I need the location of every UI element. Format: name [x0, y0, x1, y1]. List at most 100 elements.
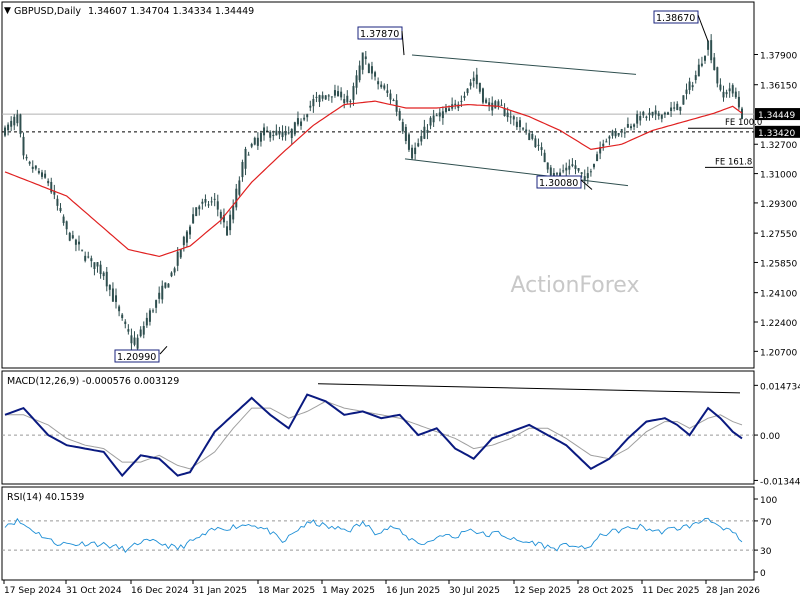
candle-body	[108, 284, 111, 290]
candle-body	[185, 231, 188, 243]
candle-body	[229, 214, 232, 231]
y-tick-label: 1.29300	[760, 200, 797, 210]
candle-body	[531, 133, 534, 139]
candle-body	[355, 75, 358, 88]
candle-body	[596, 154, 599, 162]
annotation-connector	[580, 179, 593, 190]
candle-body	[93, 262, 96, 269]
y-tick-label: 1.24100	[760, 290, 797, 300]
candle-body	[105, 271, 108, 287]
candle-body	[204, 198, 207, 203]
candle-body	[281, 131, 284, 138]
candle-body	[583, 176, 586, 180]
rsi-y-tick-label: 70	[760, 518, 772, 528]
candle-body	[158, 292, 161, 299]
macd-y-tick-label: 0.014734	[760, 382, 800, 392]
candle-body	[198, 206, 201, 210]
candle-body	[444, 107, 447, 112]
candle-body	[115, 295, 118, 302]
candle-body	[485, 99, 488, 103]
candle-body	[127, 329, 130, 332]
candle-body	[222, 215, 225, 223]
candle-body	[660, 114, 663, 119]
candle-body	[580, 172, 583, 174]
candle-body	[318, 95, 321, 102]
symbol-label: GBPUSD,Daily	[14, 6, 81, 17]
candle-body	[383, 85, 386, 89]
candle-body	[710, 40, 713, 61]
candle-body	[315, 96, 318, 98]
candle-body	[195, 207, 198, 217]
candle-body	[617, 133, 620, 136]
candle-body	[213, 198, 216, 200]
candle-body	[16, 114, 19, 124]
y-tick-label: 1.31000	[760, 171, 797, 181]
candle-body	[559, 172, 562, 176]
candle-body	[303, 117, 306, 120]
candle-body	[47, 180, 50, 184]
candle-body	[7, 124, 10, 131]
candle-body	[201, 201, 204, 204]
candle-body	[414, 147, 417, 155]
candle-body	[41, 172, 44, 177]
candle-body	[133, 337, 136, 345]
candle-body	[404, 126, 407, 142]
chart-collapse-icon[interactable]: ▼	[4, 6, 11, 16]
candle-body	[407, 134, 410, 150]
candle-body	[62, 216, 65, 224]
candle-body	[469, 82, 472, 86]
x-tick-label: 18 Mar 2025	[258, 586, 315, 596]
candle-body	[494, 101, 497, 109]
candle-body	[497, 101, 500, 107]
candle-body	[602, 143, 605, 147]
candle-body	[457, 104, 460, 109]
candle-body	[74, 239, 77, 245]
candle-body	[475, 74, 478, 85]
candle-body	[651, 111, 654, 116]
candle-body	[676, 103, 679, 111]
price-plot: 1.20990 1.37870 1.30080 1.38670 FE 100.0 FE 1…	[2, 10, 762, 363]
candle-body	[111, 288, 114, 302]
candle-body	[346, 95, 349, 103]
candle-body	[56, 198, 59, 206]
candle-body	[438, 112, 441, 117]
candle-body	[306, 114, 309, 118]
candle-body	[84, 255, 87, 261]
candle-body	[645, 116, 648, 118]
candle-body	[358, 65, 361, 81]
macd-trendline	[317, 383, 741, 394]
candle-body	[642, 111, 645, 116]
candle-body	[525, 129, 528, 131]
candle-body	[155, 300, 158, 308]
x-tick-label: 16 Dec 2024	[131, 586, 189, 596]
candle-body	[139, 329, 142, 337]
annotation-connector	[401, 30, 405, 56]
candle-body	[562, 170, 565, 172]
candle-body	[512, 116, 515, 120]
candle-body	[337, 91, 340, 97]
candle-body	[432, 115, 435, 123]
candle-body	[244, 148, 247, 169]
x-tick-label: 11 Dec 2025	[642, 586, 700, 596]
candle-body	[37, 170, 40, 174]
candle-body	[688, 81, 691, 90]
candle-body	[633, 124, 636, 127]
candle-body	[448, 108, 451, 111]
candle-body	[386, 90, 389, 94]
candle-body	[207, 204, 210, 206]
candle-body	[398, 111, 401, 121]
candle-body	[324, 95, 327, 100]
candle-body	[503, 108, 506, 117]
rsi-line	[4, 517, 743, 553]
x-tick-label: 17 Sep 2024	[4, 586, 61, 596]
candle-body	[340, 91, 343, 98]
candle-body	[636, 114, 639, 124]
candle-body	[657, 113, 660, 116]
candle-body	[654, 110, 657, 115]
candle-body	[312, 99, 315, 107]
macd-signal-line	[5, 400, 743, 470]
candle-body	[333, 90, 336, 96]
candle-body	[4, 127, 6, 136]
candle-body	[349, 101, 352, 103]
